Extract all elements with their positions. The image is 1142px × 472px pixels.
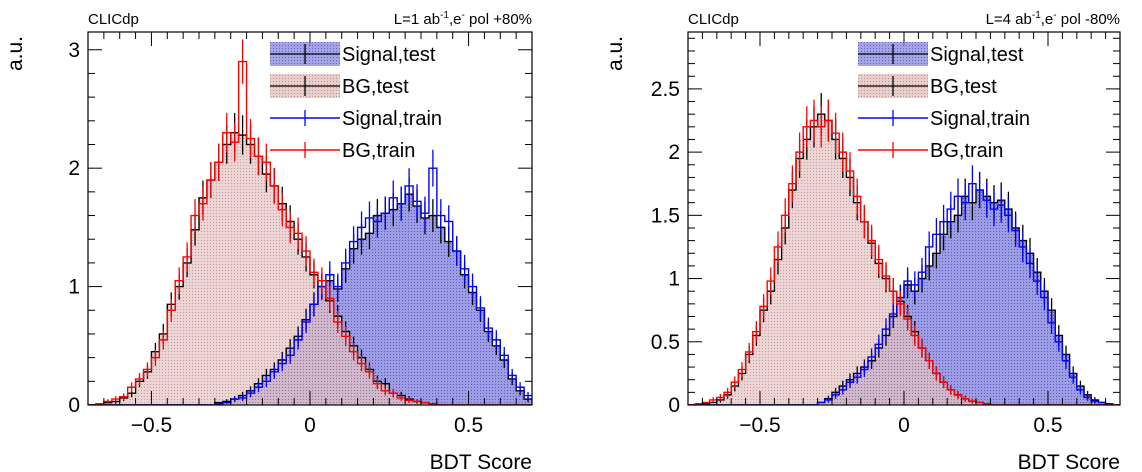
y-tick-label: 2.5 [651,78,680,101]
legend-label: Signal,test [930,44,1024,66]
bg-train-errors [712,99,974,404]
header-left: CLICdp [88,11,139,28]
legend-label: BG,test [342,76,409,98]
signal-train-line [88,167,532,405]
bg-train-errors [107,39,418,404]
legend-label: Signal,train [930,108,1030,130]
x-tick-label: 0 [304,414,316,437]
header-left: CLICdp [688,11,739,28]
x-axis-title: BDT Score [1018,451,1120,472]
y-tick-label: 0 [68,394,80,417]
y-axis-title: a.u. [604,36,627,71]
y-tick-label: 3 [68,39,80,62]
header-right-sup1: -1 [440,10,449,21]
histogram-area [688,93,1120,405]
y-tick-label: 0 [668,394,680,417]
legend: Signal,test BG,test Signal,train BG,train [270,42,442,162]
y-tick-label: 1.5 [651,204,680,227]
header-right-text1: L=1 ab [394,11,440,28]
y-tick-label: 2 [68,157,80,180]
x-tick-label: 0.5 [454,414,483,437]
x-tick-label: −0.5 [739,414,780,437]
header-right-text1: L=4 ab [986,11,1032,28]
y-tick-label: 2 [668,141,680,164]
legend-label: BG,train [930,140,1003,162]
legend-label: Signal,test [342,44,436,66]
chart-panel-2: −0.5 0 0.5 0 0.5 1 1.5 2 2.5 BDT Score a.u. CLICdp L… [604,10,1121,472]
x-tick-label: 0 [898,414,910,437]
header-right-text3: pol +80% [465,11,532,28]
signal-train-line [688,183,1120,405]
x-tick-label: −0.5 [131,414,172,437]
signal-train-errors [234,149,529,402]
header-right: L=1 ab-1,e- pol +80% [394,10,532,28]
header-right: L=4 ab-1,e- pol -80% [986,10,1120,28]
header-right-text2: ,e [1041,11,1054,28]
signal-test-fill [88,194,532,405]
legend-label: BG,test [930,76,997,98]
chart-panel-1: −0.5 0 0.5 0 1 2 3 BDT Score a.u. CLICdp L=1 ab-1,… [4,10,533,472]
header-right-sup2: - [462,10,465,21]
signal-train-errors [827,165,1096,404]
y-tick-label: 0.5 [651,331,680,354]
legend-label: Signal,train [342,108,442,130]
y-tick-label: 1 [668,268,680,291]
y-tick-label: 1 [68,276,80,299]
legend: Signal,test BG,test Signal,train BG,train [858,42,1030,162]
header-right-text2: ,e [449,11,462,28]
bg-train-line [688,119,1120,405]
x-tick-label: 0.5 [1033,414,1062,437]
header-right-sup2: - [1053,10,1056,21]
histogram-area [88,39,532,405]
x-axis-title: BDT Score [430,451,532,472]
header-right-text3: pol -80% [1057,11,1120,28]
y-axis-title: a.u. [4,36,27,71]
header-right-sup1: -1 [1032,10,1041,21]
legend-label: BG,train [342,140,415,162]
